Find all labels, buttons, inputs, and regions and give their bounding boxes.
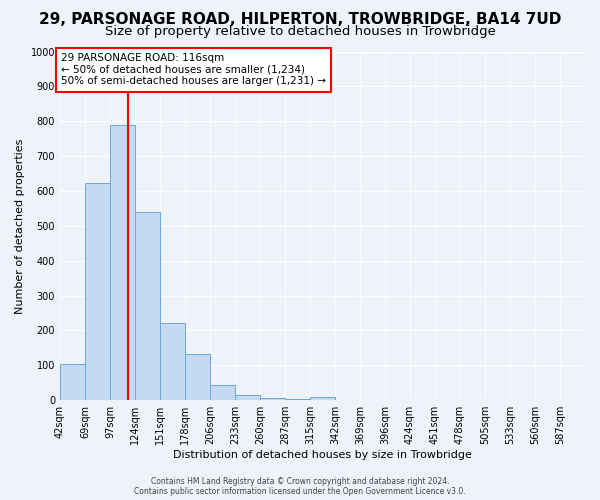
Text: Contains HM Land Registry data © Crown copyright and database right 2024.
Contai: Contains HM Land Registry data © Crown c… — [134, 476, 466, 496]
Bar — [60, 364, 85, 400]
Bar — [160, 324, 185, 400]
Bar — [185, 354, 210, 400]
Bar — [110, 124, 135, 400]
Text: 29 PARSONAGE ROAD: 116sqm
← 50% of detached houses are smaller (1,234)
50% of se: 29 PARSONAGE ROAD: 116sqm ← 50% of detac… — [61, 53, 326, 86]
Text: Size of property relative to detached houses in Trowbridge: Size of property relative to detached ho… — [104, 25, 496, 38]
Y-axis label: Number of detached properties: Number of detached properties — [15, 138, 25, 314]
Bar — [310, 396, 335, 400]
Text: 29, PARSONAGE ROAD, HILPERTON, TROWBRIDGE, BA14 7UD: 29, PARSONAGE ROAD, HILPERTON, TROWBRIDG… — [39, 12, 561, 28]
Bar — [285, 399, 310, 400]
Bar — [235, 395, 260, 400]
Bar — [260, 398, 285, 400]
Bar — [135, 212, 160, 400]
Bar — [210, 384, 235, 400]
X-axis label: Distribution of detached houses by size in Trowbridge: Distribution of detached houses by size … — [173, 450, 472, 460]
Bar — [85, 184, 110, 400]
